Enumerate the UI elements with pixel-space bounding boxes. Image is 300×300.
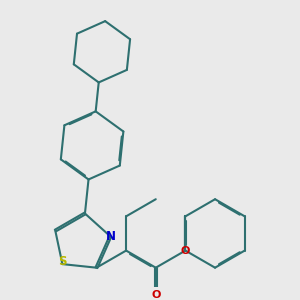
Text: O: O [151, 290, 160, 300]
Text: S: S [58, 255, 67, 268]
Text: N: N [105, 230, 116, 243]
Text: O: O [181, 246, 190, 256]
